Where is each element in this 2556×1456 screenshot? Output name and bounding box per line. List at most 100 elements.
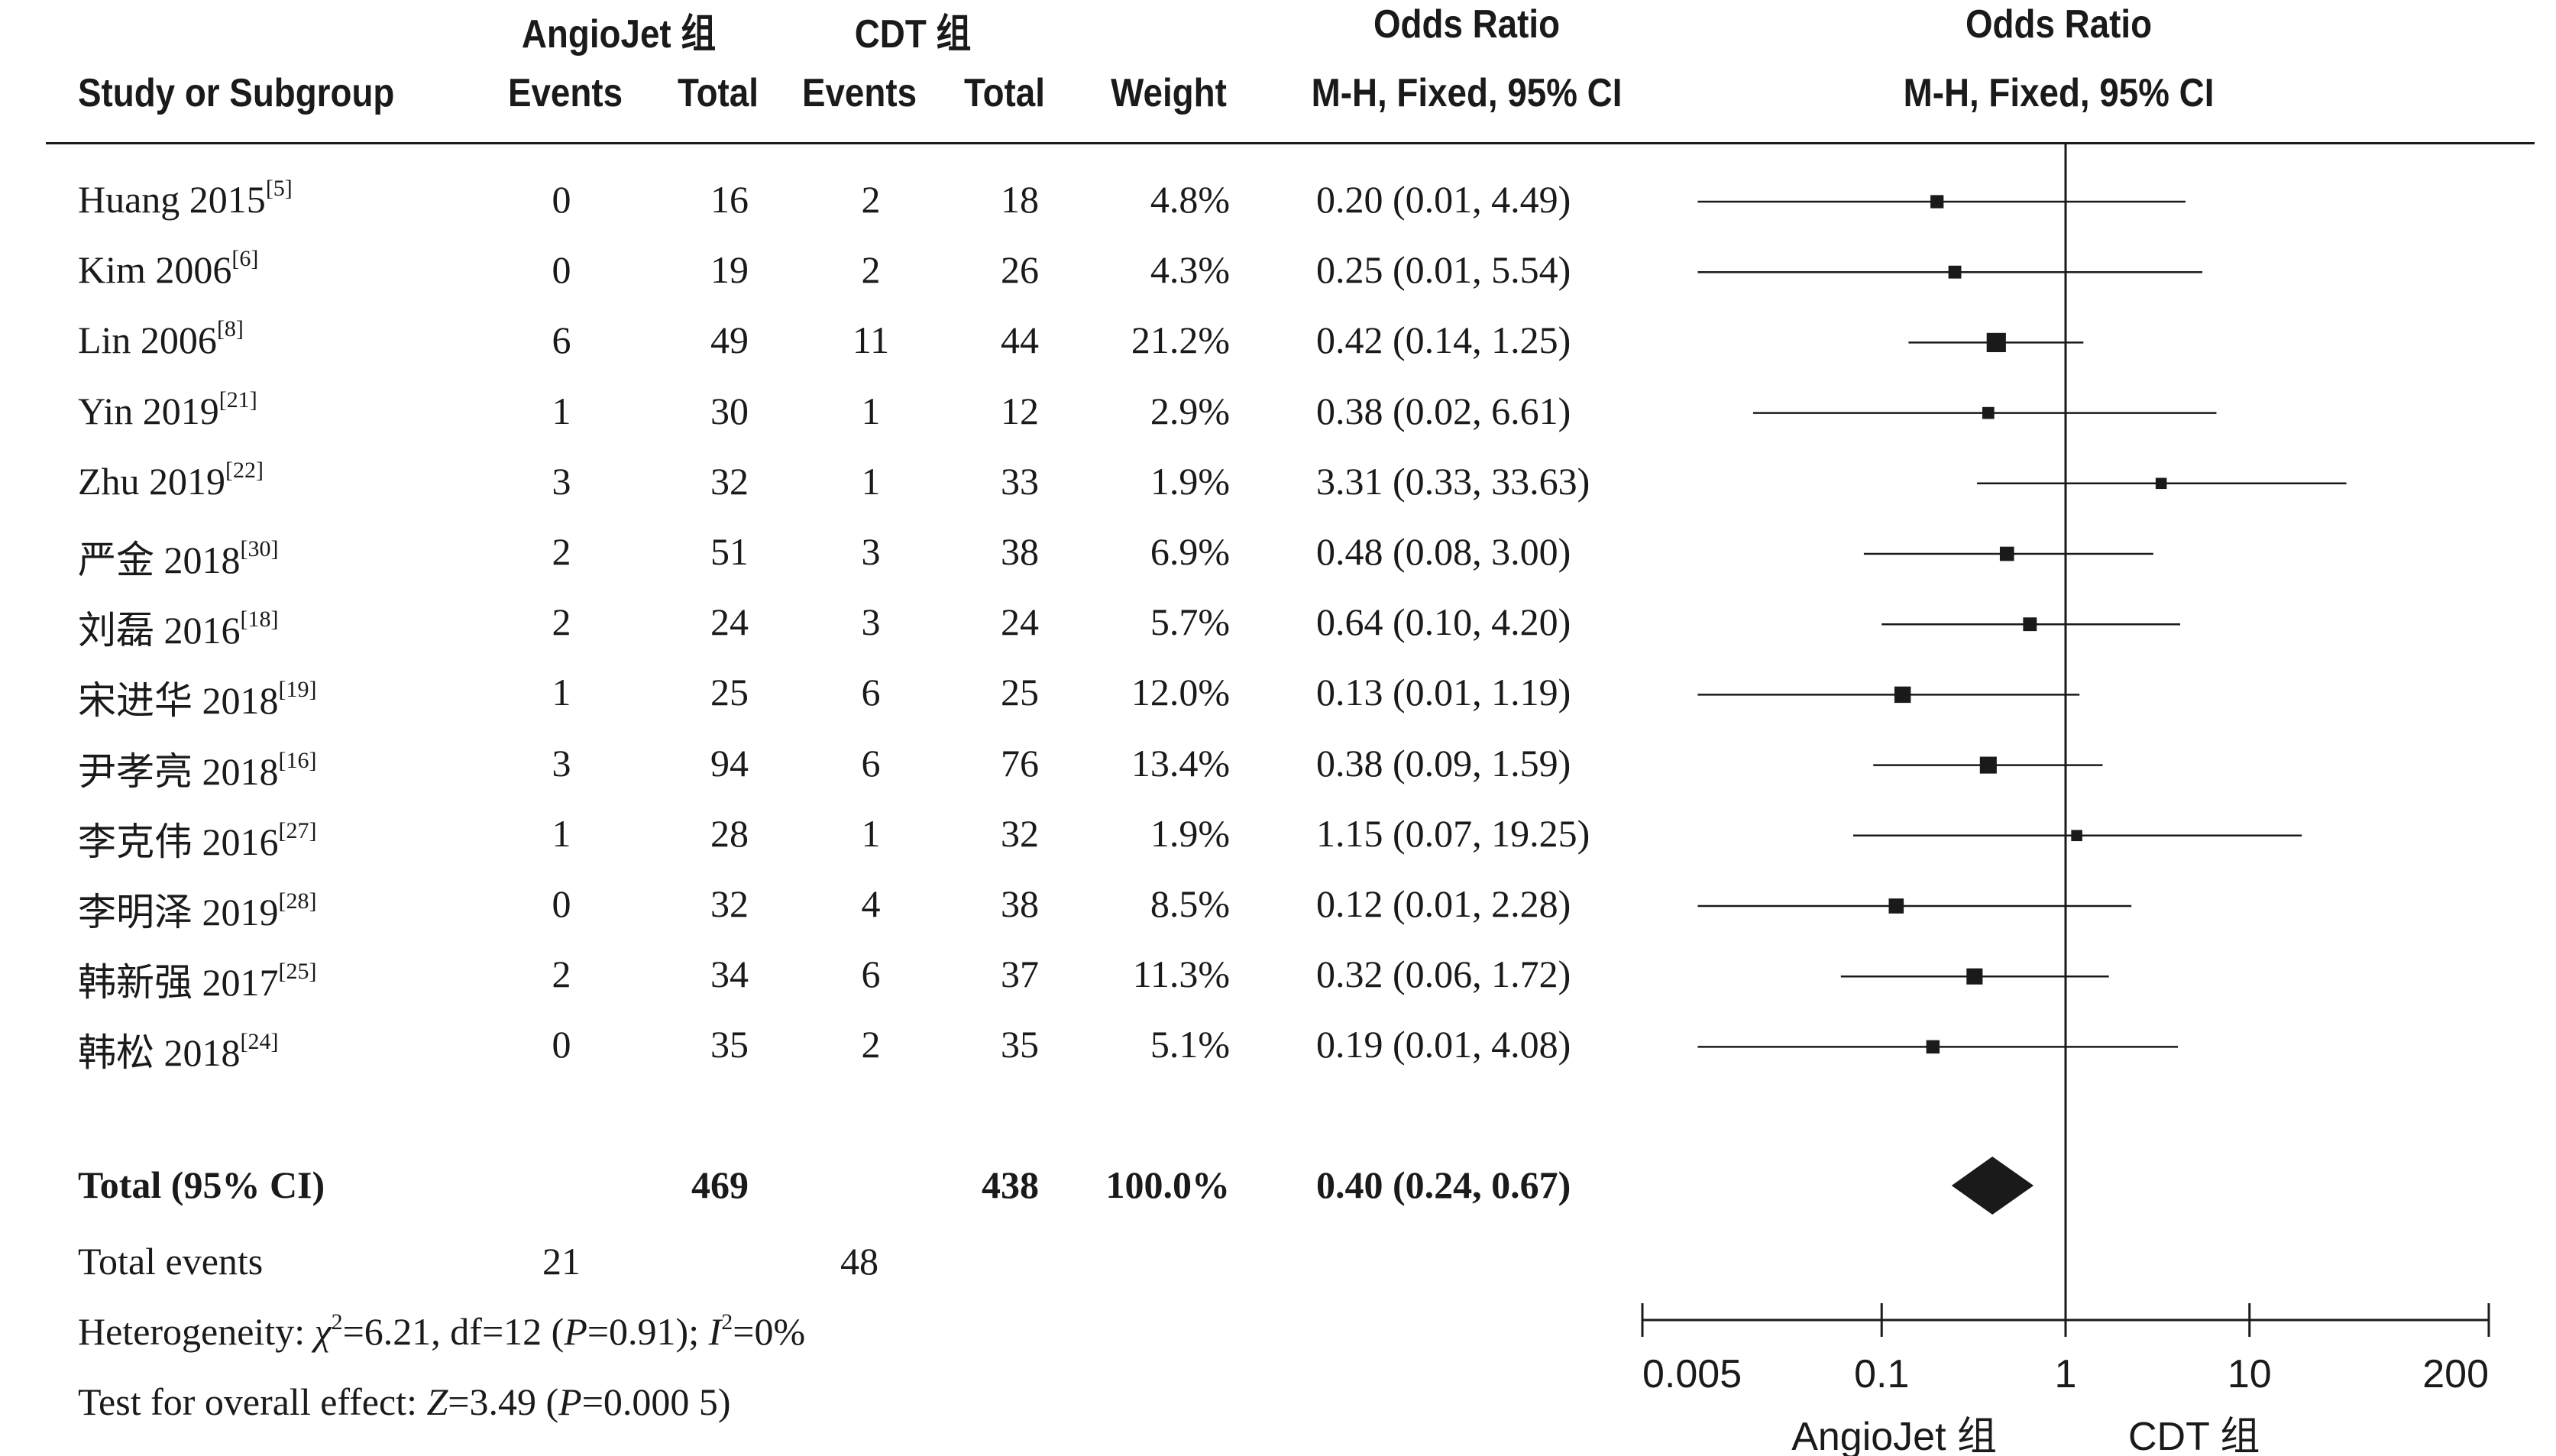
total-events-label: Total events bbox=[78, 1240, 264, 1283]
events2-cell: 3 bbox=[861, 600, 881, 643]
odds-ratio-ci-cell: 0.64 (0.10, 4.20) bbox=[1316, 600, 1571, 643]
events1-cell: 0 bbox=[552, 248, 571, 291]
study-reference: [25] bbox=[278, 959, 317, 984]
total1-value: 469 bbox=[691, 1163, 749, 1206]
total1-cell: 16 bbox=[710, 178, 749, 221]
study-name: Zhu 2019[22] bbox=[78, 459, 264, 503]
total1-header: Total bbox=[678, 71, 759, 115]
total1-cell: 35 bbox=[710, 1023, 749, 1066]
study-marker bbox=[2071, 830, 2082, 842]
weight-cell: 2.9% bbox=[1150, 390, 1230, 432]
total1-cell: 34 bbox=[710, 953, 749, 995]
total1-cell: 32 bbox=[710, 882, 749, 925]
total1-cell: 24 bbox=[710, 600, 749, 643]
total2-cell: 18 bbox=[1001, 178, 1039, 221]
study-name: Lin 2006[8] bbox=[78, 318, 244, 362]
study-reference: [19] bbox=[278, 677, 317, 702]
total1-cell: 19 bbox=[710, 248, 749, 291]
total2-cell: 35 bbox=[1001, 1023, 1039, 1066]
study-reference: [5] bbox=[265, 176, 293, 201]
study-label: Lin 2006 bbox=[78, 319, 217, 361]
total2-cell: 37 bbox=[1001, 953, 1039, 995]
events1-cell: 0 bbox=[552, 1023, 571, 1066]
weight-cell: 21.2% bbox=[1131, 319, 1230, 361]
study-marker bbox=[1948, 265, 1962, 279]
events1-header: Events bbox=[507, 71, 623, 115]
total-events2: 48 bbox=[840, 1240, 878, 1283]
pooled-diamond bbox=[1951, 1157, 2034, 1215]
total2-cell: 26 bbox=[1001, 248, 1039, 291]
total2-header: Total bbox=[964, 71, 1045, 115]
study-name: Huang 2015[5] bbox=[78, 177, 293, 222]
weight-header: Weight bbox=[1111, 71, 1227, 115]
study-label: 李明泽 2019 bbox=[78, 891, 279, 933]
study-marker bbox=[1986, 332, 2006, 352]
study-label: Kim 2006 bbox=[78, 248, 232, 291]
study-label: 尹孝亮 2018 bbox=[78, 750, 279, 793]
group1-header: AngioJet 组 bbox=[521, 12, 717, 57]
study-reference: [21] bbox=[218, 387, 257, 413]
total-ci-text: 0.40 (0.24, 0.67) bbox=[1316, 1163, 1571, 1206]
study-name: Yin 2019[21] bbox=[78, 389, 257, 433]
study-reference: [24] bbox=[240, 1029, 279, 1054]
study-marker bbox=[1930, 195, 1944, 209]
odds-ratio-ci-cell: 0.42 (0.14, 1.25) bbox=[1316, 319, 1571, 361]
study-label: 李克伟 2016 bbox=[78, 820, 279, 863]
study-label: 韩新强 2017 bbox=[78, 961, 279, 1004]
events2-cell: 6 bbox=[861, 953, 881, 995]
x-axis-label-left: AngioJet 组 bbox=[1791, 1415, 1997, 1456]
x-axis-label-right: CDT 组 bbox=[2128, 1415, 2260, 1456]
study-reference: [6] bbox=[231, 246, 259, 271]
study-column-header: Study or Subgroup bbox=[78, 71, 395, 115]
odds-ratio-ci-cell: 0.48 (0.08, 3.00) bbox=[1316, 530, 1571, 573]
study-label: 严金 2018 bbox=[78, 539, 241, 581]
weight-cell: 6.9% bbox=[1150, 530, 1230, 573]
odds-ratio-ci-cell: 0.38 (0.02, 6.61) bbox=[1316, 390, 1571, 432]
events2-header: Events bbox=[801, 71, 917, 115]
events2-cell: 2 bbox=[861, 248, 881, 291]
header-rule bbox=[46, 142, 2535, 144]
x-tick-label: 0.1 bbox=[1854, 1352, 1909, 1396]
odds-ratio-ci-cell: 0.38 (0.09, 1.59) bbox=[1316, 742, 1571, 785]
total2-cell: 33 bbox=[1001, 460, 1039, 503]
total2-cell: 24 bbox=[1001, 600, 1039, 643]
weight-cell: 4.3% bbox=[1150, 248, 1230, 291]
total2-cell: 25 bbox=[1001, 671, 1039, 713]
group2-header: CDT 组 bbox=[854, 12, 972, 57]
study-name: 严金 2018[30] bbox=[78, 529, 278, 584]
events2-cell: 3 bbox=[861, 530, 881, 573]
study-reference: [22] bbox=[225, 458, 264, 483]
weight-cell: 5.1% bbox=[1150, 1023, 1230, 1066]
events2-cell: 2 bbox=[861, 1023, 881, 1066]
study-name: 刘磊 2016[18] bbox=[78, 600, 278, 655]
odds-ratio-ci-cell: 0.12 (0.01, 2.28) bbox=[1316, 882, 1571, 925]
total-label: Total (95% CI) bbox=[78, 1163, 325, 1206]
weight-cell: 8.5% bbox=[1150, 882, 1230, 925]
events2-cell: 2 bbox=[861, 178, 881, 221]
events2-cell: 11 bbox=[852, 319, 890, 361]
study-reference: [28] bbox=[278, 888, 317, 914]
events1-cell: 6 bbox=[552, 319, 571, 361]
x-tick-label: 10 bbox=[2228, 1352, 2272, 1396]
odds-ratio-ci-cell: 0.13 (0.01, 1.19) bbox=[1316, 671, 1571, 713]
events1-cell: 2 bbox=[552, 530, 571, 573]
study-name: 李明泽 2019[28] bbox=[78, 882, 316, 937]
total2-cell: 32 bbox=[1001, 812, 1039, 855]
events2-cell: 1 bbox=[861, 390, 881, 432]
method-left-header: M-H, Fixed, 95% CI bbox=[1311, 71, 1623, 115]
study-reference: [8] bbox=[216, 316, 244, 341]
study-label: 宋进华 2018 bbox=[78, 679, 279, 722]
study-marker bbox=[1926, 1040, 1940, 1054]
weight-cell: 1.9% bbox=[1150, 460, 1230, 503]
study-label: Yin 2019 bbox=[78, 390, 219, 432]
study-marker bbox=[2023, 617, 2037, 632]
total1-cell: 28 bbox=[710, 812, 749, 855]
total1-cell: 49 bbox=[710, 319, 749, 361]
heterogeneity-text: Heterogeneity: χ2=6.21, df=12 (P=0.91); … bbox=[78, 1309, 806, 1353]
study-reference: [18] bbox=[240, 607, 279, 632]
study-name: 宋进华 2018[19] bbox=[78, 670, 316, 725]
total-events1: 21 bbox=[542, 1240, 581, 1283]
total2-cell: 76 bbox=[1001, 742, 1039, 785]
weight-cell: 5.7% bbox=[1150, 600, 1230, 643]
